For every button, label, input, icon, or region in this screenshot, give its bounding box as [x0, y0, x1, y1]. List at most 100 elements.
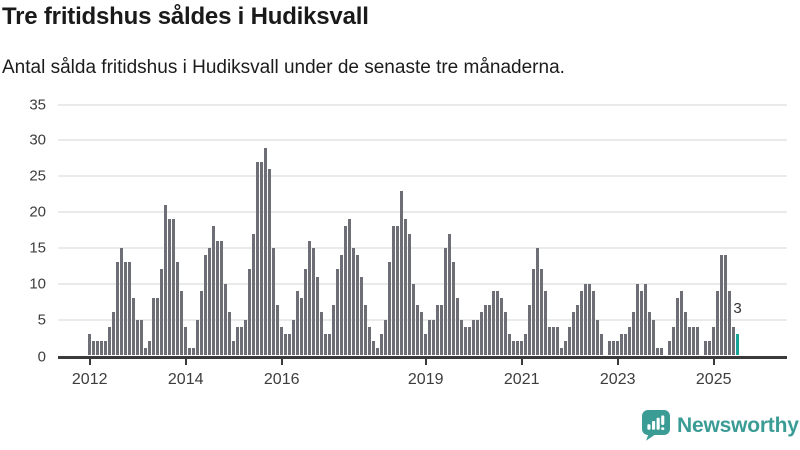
bar	[104, 341, 108, 356]
bar	[240, 326, 244, 356]
bar	[196, 319, 200, 356]
bar	[452, 262, 456, 356]
highlight-value-label: 3	[733, 300, 742, 317]
bar	[704, 341, 708, 356]
bar	[460, 319, 464, 356]
bar	[92, 341, 96, 356]
x-axis-tick	[712, 358, 715, 365]
x-axis-tick-label: 2012	[71, 371, 108, 388]
bar	[128, 262, 132, 356]
bar	[732, 326, 736, 356]
bar	[288, 333, 292, 356]
bar	[472, 319, 476, 356]
newsworthy-logo: Newsworthy	[642, 410, 799, 441]
bar	[404, 219, 408, 356]
bar	[420, 312, 424, 356]
highlighted-bar	[736, 333, 740, 356]
bar	[360, 276, 364, 356]
x-axis-tick	[88, 358, 91, 365]
chart-subtitle: Antal sålda fritidshus i Hudiksvall unde…	[2, 57, 565, 78]
bar	[132, 298, 136, 356]
bar	[572, 312, 576, 356]
bar	[208, 247, 212, 356]
bar	[552, 326, 556, 356]
bar	[392, 226, 396, 356]
bar	[448, 233, 452, 356]
x-axis-tick	[280, 358, 283, 365]
bar	[512, 341, 516, 356]
x-axis-tick-label: 2023	[599, 371, 636, 388]
x-axis-tick-label: 2019	[407, 371, 444, 388]
bar	[428, 319, 432, 356]
bar	[696, 326, 700, 356]
bar	[668, 341, 672, 356]
bar	[252, 233, 256, 356]
bar	[496, 290, 500, 356]
bar	[188, 348, 192, 356]
bar	[156, 298, 160, 356]
bar	[680, 290, 684, 356]
bar	[720, 255, 724, 356]
bar	[416, 305, 420, 356]
bar	[480, 312, 484, 356]
bar	[108, 326, 112, 356]
bar	[456, 298, 460, 356]
bar	[584, 283, 588, 356]
y-gridline	[58, 139, 787, 142]
bar	[708, 341, 712, 356]
bar	[508, 333, 512, 356]
bar	[340, 255, 344, 356]
bar	[204, 255, 208, 356]
y-gridline	[58, 211, 787, 214]
bar	[556, 326, 560, 356]
bar	[276, 305, 280, 356]
bar	[616, 341, 620, 356]
bar	[388, 262, 392, 356]
bar	[232, 341, 236, 356]
bar	[316, 276, 320, 356]
chart-title: Tre fritidshus såldes i Hudiksvall	[2, 3, 369, 30]
bar	[180, 290, 184, 356]
bar	[424, 333, 428, 356]
bar	[328, 333, 332, 356]
bar	[220, 240, 224, 356]
bar	[272, 247, 276, 356]
bar	[164, 204, 168, 356]
bar	[140, 319, 144, 356]
y-gridline	[58, 175, 787, 178]
bar	[248, 269, 252, 356]
bar	[376, 348, 380, 356]
bar	[652, 319, 656, 356]
bar	[224, 283, 228, 356]
bar	[268, 169, 272, 356]
bar	[136, 319, 140, 356]
bar	[636, 283, 640, 356]
x-axis-tick	[424, 358, 427, 365]
bar	[184, 326, 188, 356]
bar	[580, 290, 584, 356]
bar	[688, 326, 692, 356]
y-axis-tick-label: 35	[29, 96, 46, 113]
bar	[124, 262, 128, 356]
bar	[440, 305, 444, 356]
bar	[592, 290, 596, 356]
bar	[436, 305, 440, 356]
bar	[568, 326, 572, 356]
bar	[656, 348, 660, 356]
bar	[228, 312, 232, 356]
bar	[172, 219, 176, 356]
bar	[576, 305, 580, 356]
y-axis-tick-label: 20	[29, 203, 46, 221]
bar	[488, 305, 492, 356]
y-axis-tick-label: 30	[29, 131, 46, 149]
y-axis-tick-label: 25	[29, 167, 46, 185]
bar	[644, 283, 648, 356]
bar	[216, 240, 220, 356]
bar	[236, 326, 240, 356]
bar	[348, 219, 352, 356]
bar	[396, 226, 400, 356]
bar	[528, 305, 532, 356]
bar	[464, 326, 468, 356]
bar	[532, 269, 536, 356]
